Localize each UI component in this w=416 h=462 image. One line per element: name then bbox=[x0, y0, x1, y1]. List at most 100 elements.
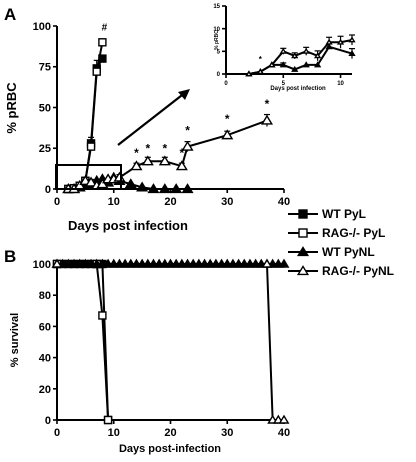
inset-point-1 bbox=[279, 47, 287, 54]
legend-marker-1 bbox=[298, 228, 308, 238]
inset-y-tick-label: 15 bbox=[213, 4, 220, 10]
panel-a-point-1 bbox=[98, 38, 107, 47]
panel-b-series-line-0 bbox=[57, 263, 110, 421]
inset-point-1 bbox=[336, 38, 345, 45]
panel-b-label: B bbox=[4, 247, 16, 266]
panel-b-y-tick-label: 60 bbox=[39, 321, 51, 333]
panel-a-point-2 bbox=[147, 183, 160, 194]
panel-b-x-tick-label: 0 bbox=[54, 427, 60, 439]
inset-series-line-1 bbox=[248, 39, 353, 75]
panel-a-significance-star: * bbox=[225, 112, 230, 126]
inset-point-1 bbox=[245, 70, 253, 77]
inset-ylabel: % pRBC bbox=[214, 30, 220, 50]
panel-b-y-tick-label: 0 bbox=[45, 415, 51, 427]
panel-a-point-2 bbox=[136, 181, 149, 192]
inset-point-0 bbox=[348, 49, 356, 57]
panel-a-point-2 bbox=[170, 183, 183, 194]
inset-point-1 bbox=[313, 52, 322, 59]
panel-a-y-tick-label: 50 bbox=[39, 102, 51, 114]
panel-a-x-tick-label: 0 bbox=[54, 196, 60, 208]
inset-x-tick-label: 0 bbox=[224, 81, 228, 87]
inset-xlabel: Days post infection bbox=[270, 86, 326, 92]
panel-a-point-3 bbox=[175, 160, 188, 171]
panel-a-point-3 bbox=[158, 155, 171, 166]
panel-b-y-tick-label: 100 bbox=[33, 259, 51, 271]
inset-point-1 bbox=[291, 52, 299, 59]
panel-a-series-line-0 bbox=[68, 58, 104, 190]
panel-a-x-tick-label: 30 bbox=[221, 196, 233, 208]
panel-a-x-tick-label: 10 bbox=[108, 196, 120, 208]
inset-point-1 bbox=[348, 36, 356, 43]
panel-b-x-tick-label: 30 bbox=[221, 427, 233, 439]
panel-a-point-3 bbox=[85, 176, 98, 187]
panel-a-series-line-1 bbox=[68, 42, 104, 190]
legend-label-3: RAG-/- PyNL bbox=[322, 264, 394, 278]
panel-b-series-line-1 bbox=[57, 263, 110, 421]
inset-point-1 bbox=[302, 47, 310, 54]
panel-a-point-1 bbox=[92, 67, 101, 76]
panel-b-ylabel: % survival bbox=[9, 313, 21, 367]
panel-a-point-2 bbox=[181, 183, 194, 194]
panel-a-x-tick-label: 20 bbox=[164, 196, 176, 208]
panel-a-inset: 0 5 10 0 5 10 15 * bbox=[213, 4, 356, 87]
panel-a-point-3 bbox=[221, 129, 234, 140]
panel-a-point-2 bbox=[158, 183, 171, 194]
inset-y-tick-label: 0 bbox=[217, 72, 221, 78]
inset-x-tick-label: 10 bbox=[337, 81, 344, 87]
panel-b-point-1 bbox=[98, 311, 107, 320]
panel-a-y-tick-label: 100 bbox=[33, 21, 51, 33]
inset-point-1 bbox=[256, 68, 265, 75]
panel-b-point-3 bbox=[261, 258, 273, 268]
legend-label-2: WT PyNL bbox=[322, 245, 375, 259]
panel-b-series-line-3 bbox=[57, 263, 284, 421]
panel-b-xlabel: Days post-infection bbox=[119, 443, 221, 455]
inset-y-tick-label: 10 bbox=[213, 27, 220, 33]
legend-marker-0 bbox=[298, 209, 308, 219]
panel-a-significance-hash: # bbox=[102, 22, 108, 33]
panel-a-significance-star: * bbox=[162, 141, 167, 155]
panel-b-point-3 bbox=[51, 258, 63, 268]
inset-x-tick-label: 5 bbox=[282, 81, 286, 87]
panel-b-y-tick-label: 20 bbox=[39, 384, 51, 396]
inset-y-tick-label: 5 bbox=[217, 49, 221, 55]
panel-a-significance-star: * bbox=[265, 97, 270, 111]
panel-b-x-tick-label: 10 bbox=[108, 427, 120, 439]
panel-a-y-tick-label: 0 bbox=[45, 184, 51, 196]
panel-b-point-3 bbox=[278, 414, 290, 424]
inset-point-0 bbox=[302, 61, 310, 68]
panel-a-zoom-box bbox=[55, 164, 122, 190]
panel-a-ylabel: % pRBC bbox=[4, 82, 19, 134]
panel-a-zoom-arrowhead bbox=[178, 89, 190, 100]
panel-a-zoom-arrow bbox=[117, 91, 187, 146]
legend-marker-3 bbox=[296, 265, 310, 276]
legend-label-0: WT PyL bbox=[322, 207, 366, 221]
inset-point-0 bbox=[279, 61, 287, 68]
panel-a-significance-star: * bbox=[145, 141, 150, 155]
panel-b-x-tick-label: 40 bbox=[278, 427, 290, 439]
panel-a-point-3 bbox=[260, 114, 274, 125]
panel-b-point-1 bbox=[103, 415, 113, 425]
legend: WT PyL RAG-/- PyL WT PyNL RAG-/- PyNL bbox=[288, 207, 394, 278]
panel-a-point-3 bbox=[141, 155, 154, 166]
panel-a-label: A bbox=[4, 5, 16, 24]
panel-a-xlabel: Days post infection bbox=[68, 218, 188, 233]
panel-a-x-tick-label: 40 bbox=[278, 196, 290, 208]
panel-b-y-tick-label: 80 bbox=[39, 290, 51, 302]
legend-marker-2 bbox=[296, 246, 310, 257]
panel-a-point-3 bbox=[130, 160, 143, 171]
inset-point-0 bbox=[291, 65, 299, 72]
panel-a-point-3 bbox=[181, 140, 194, 151]
panel-a-significance-star: * bbox=[180, 146, 185, 160]
panel-a-y-tick-label: 75 bbox=[39, 62, 51, 74]
panel-a-point-1 bbox=[86, 142, 96, 151]
inset-point-1 bbox=[268, 61, 276, 68]
panel-a-significance-star: * bbox=[185, 123, 190, 137]
panel-a-y-tick-label: 25 bbox=[39, 143, 51, 155]
inset-significance-star: * bbox=[259, 55, 263, 64]
panel-b-point-2 bbox=[278, 258, 290, 268]
inset-point-0 bbox=[313, 61, 322, 68]
legend-label-1: RAG-/- PyL bbox=[322, 226, 385, 240]
panel-a-significance-star: * bbox=[134, 146, 139, 160]
